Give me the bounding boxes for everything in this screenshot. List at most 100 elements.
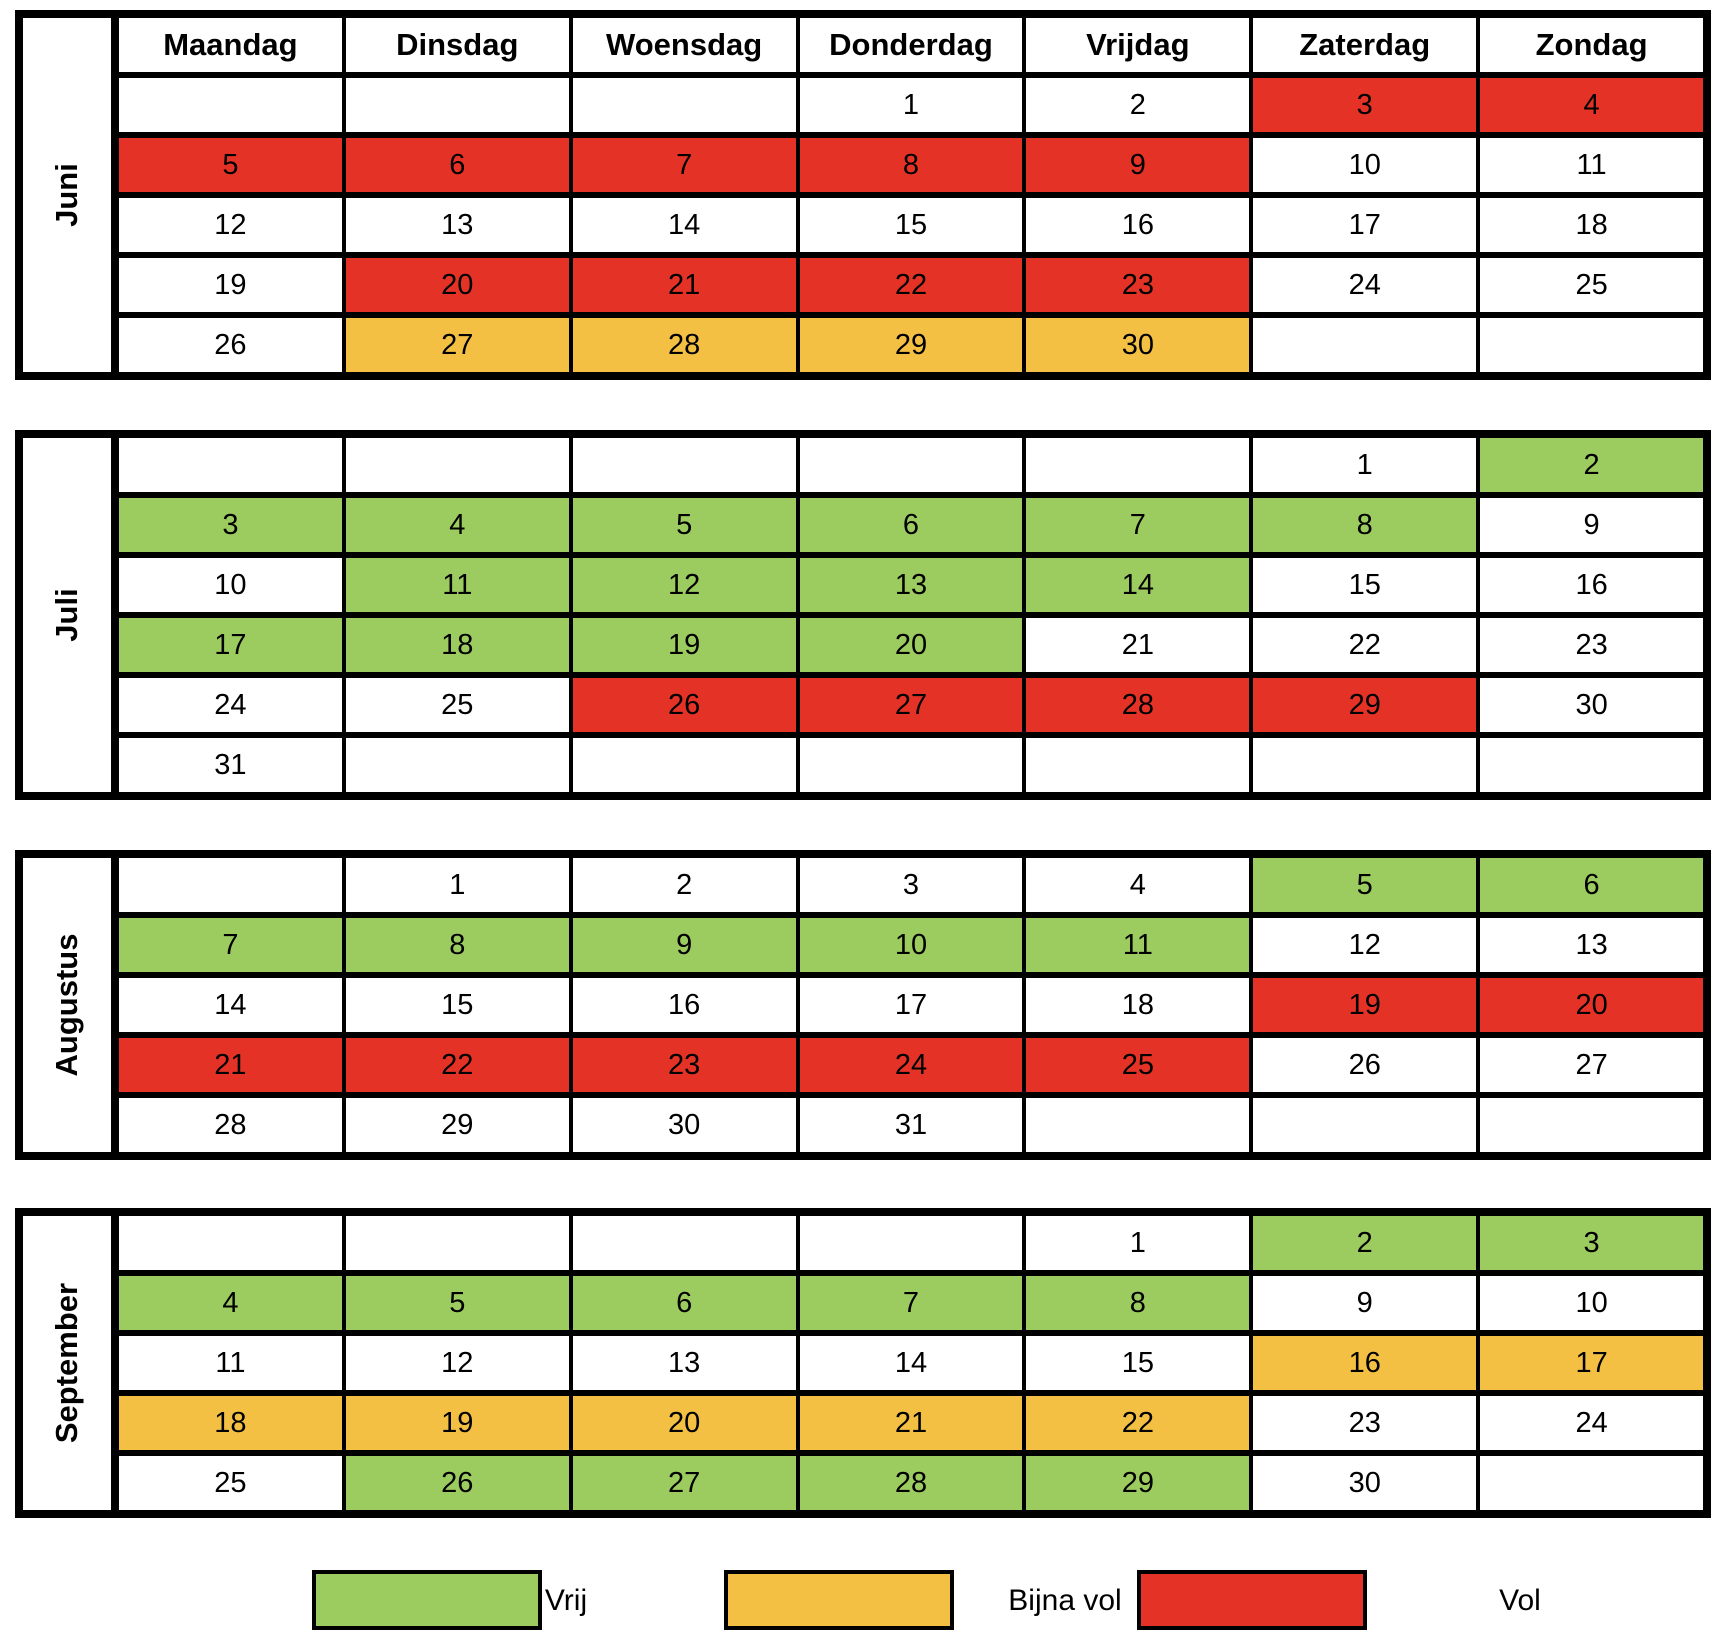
day-cell: 3 — [119, 498, 342, 552]
day-cell: 5 — [1253, 858, 1477, 912]
day-cell: 29 — [345, 1098, 569, 1152]
day-cell: 12 — [345, 1336, 569, 1390]
month-name: Juni — [49, 163, 84, 227]
day-cell: 21 — [799, 1396, 1023, 1450]
day-cell: 5 — [572, 498, 796, 552]
day-cell: 20 — [799, 618, 1023, 672]
day-cell: 18 — [1480, 198, 1703, 252]
day-cell: 3 — [799, 858, 1023, 912]
empty-day-cell — [1480, 1098, 1703, 1152]
legend-swatch-vrij — [312, 1570, 542, 1630]
weekday-header-donderdag: Donderdag — [799, 18, 1023, 72]
day-cell: 11 — [119, 1336, 342, 1390]
day-cell: 31 — [119, 738, 342, 792]
day-cell: 27 — [345, 318, 569, 372]
day-cell: 13 — [799, 558, 1023, 612]
day-cell: 15 — [799, 198, 1023, 252]
empty-day-cell — [345, 78, 569, 132]
day-cell: 28 — [799, 1456, 1023, 1510]
day-cell: 23 — [1480, 618, 1703, 672]
day-cell: 14 — [799, 1336, 1023, 1390]
day-cell: 30 — [1026, 318, 1250, 372]
month-block-augustus: Augustus 1 2 3 4 5 6 7 8 9 10 11 12 13 14 15 16 17 18 19 20 2… — [15, 850, 1711, 1160]
empty-day-cell — [799, 738, 1023, 792]
day-cell: 29 — [799, 318, 1023, 372]
day-cell: 8 — [345, 918, 569, 972]
day-cell: 12 — [119, 198, 342, 252]
day-cell: 1 — [1026, 1216, 1250, 1270]
day-cell: 6 — [345, 138, 569, 192]
day-cell: 1 — [1253, 438, 1477, 492]
day-cell: 6 — [1480, 858, 1703, 912]
day-cell: 5 — [345, 1276, 569, 1330]
month-name: Augustus — [49, 933, 84, 1077]
day-cell: 29 — [1026, 1456, 1250, 1510]
day-cell: 9 — [1253, 1276, 1477, 1330]
empty-day-cell — [1026, 738, 1250, 792]
empty-day-cell — [572, 1216, 796, 1270]
month-label-cell: Juni — [23, 18, 111, 372]
day-cell: 7 — [1026, 498, 1250, 552]
day-cell: 17 — [799, 978, 1023, 1032]
day-cell: 9 — [1480, 498, 1703, 552]
day-cell: 16 — [572, 978, 796, 1032]
legend-swatch-bijna-vol — [724, 1570, 954, 1630]
day-cell: 31 — [799, 1098, 1023, 1152]
day-cell: 10 — [1253, 138, 1477, 192]
day-cell: 9 — [572, 918, 796, 972]
day-cell: 14 — [119, 978, 342, 1032]
day-cell: 28 — [572, 318, 796, 372]
day-cell: 7 — [572, 138, 796, 192]
weekday-header-maandag: Maandag — [119, 18, 342, 72]
month-label-cell: Juli — [23, 438, 111, 792]
day-cell: 20 — [345, 258, 569, 312]
day-cell: 16 — [1480, 558, 1703, 612]
empty-day-cell — [119, 438, 342, 492]
day-cell: 10 — [119, 558, 342, 612]
day-cell: 25 — [1026, 1038, 1250, 1092]
day-cell: 15 — [1026, 1336, 1250, 1390]
day-cell: 21 — [572, 258, 796, 312]
day-cell: 14 — [1026, 558, 1250, 612]
day-cell: 23 — [572, 1038, 796, 1092]
month-grid: Maandag Dinsdag Woensdag Donderdag Vrijdag Za… — [119, 18, 1703, 372]
day-cell: 15 — [345, 978, 569, 1032]
day-cell: 1 — [345, 858, 569, 912]
day-cell: 24 — [119, 678, 342, 732]
empty-day-cell — [572, 438, 796, 492]
weekday-header-zaterdag: Zaterdag — [1253, 18, 1477, 72]
empty-day-cell — [1480, 738, 1703, 792]
day-cell: 8 — [1253, 498, 1477, 552]
empty-day-cell — [1026, 438, 1250, 492]
day-cell: 2 — [1253, 1216, 1477, 1270]
day-cell: 23 — [1026, 258, 1250, 312]
empty-day-cell — [1480, 318, 1703, 372]
empty-day-cell — [119, 858, 342, 912]
empty-day-cell — [119, 78, 342, 132]
legend-swatch-vol — [1137, 1570, 1367, 1630]
day-cell: 29 — [1253, 678, 1477, 732]
day-cell: 25 — [119, 1456, 342, 1510]
legend-label-vol: Vol — [1499, 1584, 1541, 1617]
day-cell: 19 — [572, 618, 796, 672]
day-cell: 24 — [1480, 1396, 1703, 1450]
day-cell: 12 — [572, 558, 796, 612]
day-cell: 21 — [119, 1038, 342, 1092]
day-cell: 20 — [1480, 978, 1703, 1032]
day-cell: 17 — [119, 618, 342, 672]
day-cell: 26 — [1253, 1038, 1477, 1092]
month-grid: 1 2 3 4 5 6 7 8 9 10 11 12 13 14 15 16 17 18 19 20 21 22 23 24 2… — [119, 858, 1703, 1152]
day-cell: 3 — [1480, 1216, 1703, 1270]
day-cell: 4 — [345, 498, 569, 552]
day-cell: 18 — [1026, 978, 1250, 1032]
day-cell: 27 — [799, 678, 1023, 732]
month-block-juli: Juli 1 2 3 4 5 6 7 8 9 10 11 12 13 14 15 16 17 18 19 20 21 22 2… — [15, 430, 1711, 800]
month-grid: 1 2 3 4 5 6 7 8 9 10 11 12 13 14 15 16 17 18 19 20 21 22 23 24 2… — [119, 438, 1703, 792]
day-cell: 14 — [572, 198, 796, 252]
empty-day-cell — [1253, 1098, 1477, 1152]
day-cell: 16 — [1026, 198, 1250, 252]
weekday-header-woensdag: Woensdag — [572, 18, 796, 72]
day-cell: 9 — [1026, 138, 1250, 192]
day-cell: 22 — [799, 258, 1023, 312]
